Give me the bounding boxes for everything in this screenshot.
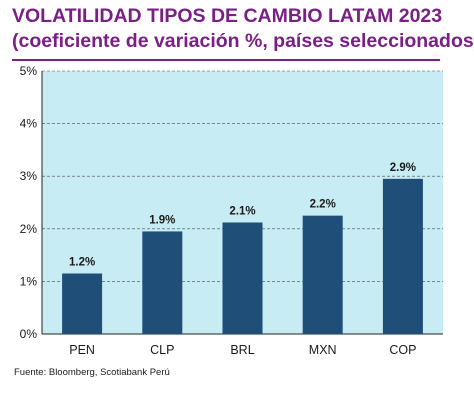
bar-cop [382,178,423,334]
y-tick-label: 1% [20,274,38,288]
x-tick-label: PEN [69,343,95,357]
chart-subtitle: (coeficiente de variación %, países sele… [12,30,474,52]
data-label: 2.9% [390,162,416,174]
y-tick-label: 5% [20,64,38,78]
x-tick-label: BRL [230,343,254,357]
y-tick-label: 2% [20,222,38,236]
title-underline [12,59,440,61]
bar-brl [222,222,263,334]
bar-pen [62,273,103,334]
data-label: 2.1% [229,205,255,217]
x-tick-label: COP [389,343,416,357]
y-tick-label: 3% [20,169,38,183]
y-tick-label: 0% [20,327,38,341]
x-tick-label: CLP [150,343,174,357]
bar-clp [142,231,183,334]
source-note: Fuente: Bloomberg, Scotiabank Perú [14,367,170,378]
y-tick-label: 4% [20,117,38,131]
data-label: 2.2% [310,199,336,211]
data-label: 1.2% [69,257,95,269]
chart-title: VOLATILIDAD TIPOS DE CAMBIO LATAM 2023 [12,5,443,27]
data-label: 1.9% [149,214,175,226]
bar-mxn [302,215,343,334]
x-tick-label: MXN [309,343,337,357]
